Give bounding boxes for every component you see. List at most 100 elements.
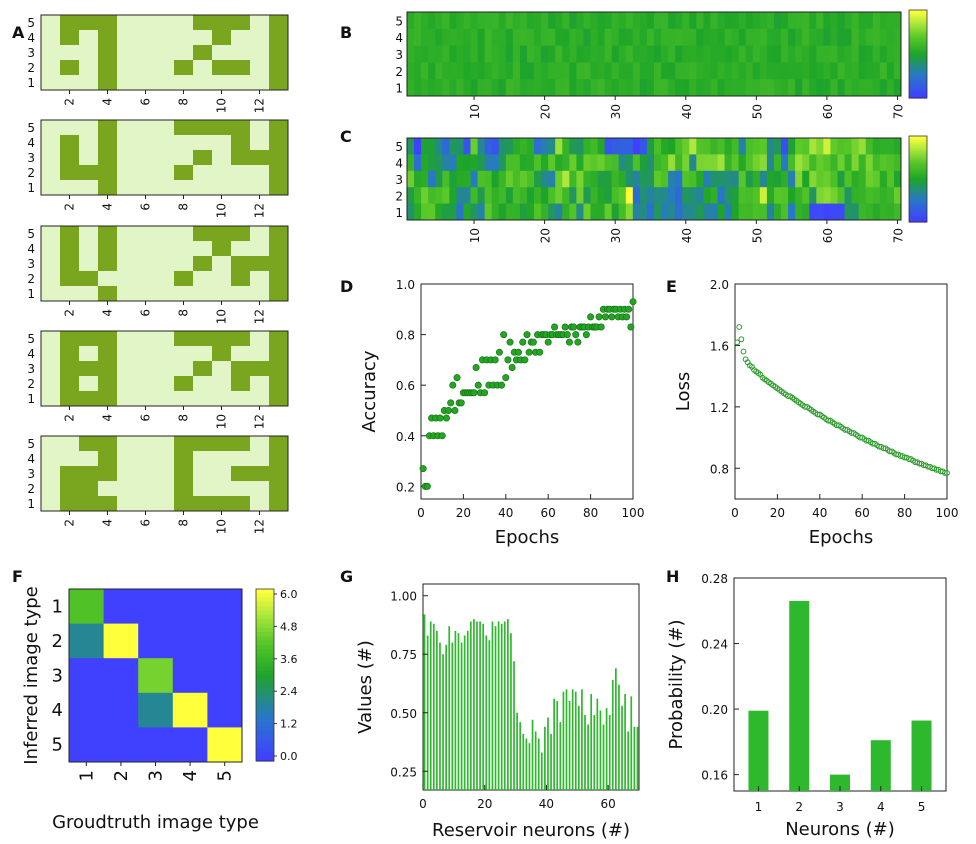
panel-c-cell	[477, 154, 486, 172]
panel-c-xtick-label: 70	[891, 228, 905, 243]
letter-grid-cell	[231, 271, 251, 287]
panel-c-cell	[618, 203, 627, 221]
panel-b-colorbar-frame	[908, 9, 928, 99]
panel-b-cell	[484, 45, 493, 63]
panel-b-cell	[879, 62, 888, 80]
panel-b-cell	[484, 28, 493, 46]
panel-d-point	[449, 381, 457, 389]
panel-h-xlabel: Neurons (#)	[785, 819, 895, 840]
panel-b-cell	[576, 79, 584, 97]
panel-b-cell	[604, 79, 613, 97]
letter-grid-cell	[212, 481, 232, 497]
panel-b-cell	[844, 28, 852, 46]
panel-c-cell	[435, 170, 443, 188]
panel-b-colorbar-segment	[909, 10, 927, 13]
panel-b-cell	[555, 12, 563, 30]
letter-grid-cell	[212, 496, 232, 512]
grid-ytick-label: 4	[27, 31, 35, 45]
panel-c-colorbar-segment	[909, 163, 927, 167]
panel-c-cell	[752, 187, 761, 204]
letter-grid-cell	[231, 60, 251, 76]
panel-h-probability-bars: 1 2 3 4 5 0.28 0.24 0.20 0.16 Neurons (#) Probabil…	[666, 572, 947, 840]
letter-grid-cell	[269, 150, 289, 166]
panel-b-colorbar-segment	[909, 47, 927, 51]
panel-c-cell	[428, 154, 436, 172]
panel-b-cell	[724, 79, 733, 97]
panel-c-xtick-label: 30	[609, 228, 623, 243]
panel-c-cell	[484, 138, 493, 155]
panel-f-colorbar-label: 1.2	[280, 718, 298, 731]
panel-c-cell	[802, 203, 810, 221]
panel-c-cell	[604, 154, 613, 172]
panel-g-bar	[540, 752, 543, 790]
panel-b-cell	[837, 79, 845, 97]
panel-c-cell	[407, 154, 415, 172]
letter-grid-cell	[136, 241, 156, 257]
letter-grid-cell	[231, 30, 251, 46]
panel-b-cell	[639, 45, 648, 63]
panel-b-cell	[519, 62, 528, 80]
letter-grid-cell	[98, 451, 118, 467]
letter-grid-cell	[79, 30, 99, 46]
panel-c-cell	[766, 138, 775, 155]
panel-c-colorbar-segment	[909, 176, 927, 180]
panel-b-colorbar-segment	[909, 89, 927, 92]
grid-xtick-label: 10	[215, 98, 229, 113]
panel-f-colorbar-segment	[256, 743, 274, 749]
letter-grid-cell	[155, 180, 175, 196]
panel-c-cell	[548, 170, 556, 188]
panel-b-colorbar-segment	[909, 29, 927, 33]
panel-b-cell	[773, 28, 782, 46]
letter-grid-cell	[231, 436, 251, 452]
panel-b-cell	[752, 45, 761, 63]
panel-c-cell	[710, 203, 718, 221]
panel-c-cell	[519, 154, 528, 172]
panel-b-cell	[505, 45, 514, 63]
panel-b-cell	[519, 79, 528, 97]
letter-grid-cell	[136, 331, 156, 347]
panel-e-ytick-label: 1.2	[710, 401, 729, 415]
panel-h-ylabel: Probability (#)	[666, 620, 687, 750]
panel-c-cell	[865, 170, 874, 188]
panel-b-cell	[625, 12, 634, 30]
panel-b-cell	[759, 62, 768, 80]
panel-b-xtick-label: 50	[750, 104, 764, 119]
panel-b-cell	[654, 28, 662, 46]
grid-ytick-label: 4	[27, 136, 35, 150]
letter-grid-cell	[117, 466, 137, 482]
panel-g-bar	[439, 642, 441, 790]
panel-b-cell	[703, 62, 711, 80]
panel-b-cell	[773, 79, 782, 97]
panel-b-cell	[569, 12, 577, 30]
panel-d-point	[438, 432, 446, 440]
panel-g-bar	[636, 726, 639, 790]
panel-g-bar	[436, 630, 438, 790]
panel-b-cell	[724, 45, 733, 63]
panel-h-xtick-label: 1	[755, 800, 763, 814]
letter-grid-cell	[155, 436, 175, 452]
panel-b-cell	[886, 12, 895, 30]
letter-grid-cell	[98, 481, 118, 497]
panel-g-bar	[507, 619, 509, 790]
panel-c-colorbar-segment	[909, 209, 927, 212]
grid-xtick-label: 10	[215, 414, 229, 429]
letter-grid-cell	[136, 286, 156, 302]
panel-b-colorbar-segment	[909, 73, 927, 77]
panel-b-cell	[625, 62, 634, 80]
panel-c-cell	[611, 203, 620, 221]
panel-g-bar	[491, 621, 494, 790]
panel-b-cell	[618, 28, 627, 46]
letter-grid-cell	[231, 135, 251, 151]
panel-b-cell	[893, 62, 902, 80]
panel-b-cell	[661, 12, 669, 30]
panel-c-cell	[526, 154, 535, 172]
panel-g-bar	[442, 654, 444, 790]
letter-grid-cell	[60, 346, 80, 362]
panel-f-colorbar-label: 6.0	[280, 588, 298, 601]
letter-grid-cell	[269, 45, 289, 61]
panel-c-cell	[788, 154, 796, 172]
letter-grid-cell	[136, 120, 156, 136]
letter-grid-cell	[155, 391, 175, 407]
panel-c-cell	[781, 187, 789, 204]
letter-grid-cell	[79, 15, 99, 31]
